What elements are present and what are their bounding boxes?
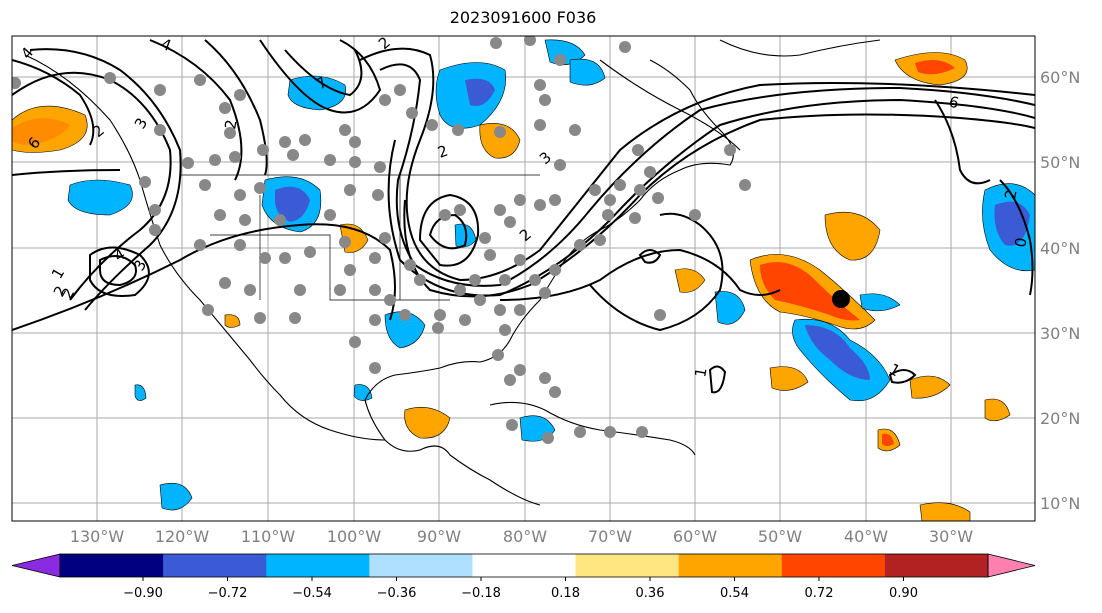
latitude-labels: 60°N 50°N 40°N 30°N 20°N 10°N (1040, 68, 1080, 513)
colorbar-tick-label: −0.90 (123, 586, 163, 601)
colorbar-tick-labels: −0.90 −0.72 −0.54 −0.36 −0.18 0.18 0.36 0.54 0.7… (123, 577, 918, 601)
latitude-label: 50°N (1040, 153, 1080, 172)
longitude-label: 50°W (758, 527, 802, 546)
longitude-label: 120°W (155, 527, 210, 546)
longitude-label: 100°W (327, 527, 382, 546)
longitude-label: 60°W (673, 527, 717, 546)
latitude-label: 10°N (1040, 494, 1080, 513)
colorbar (11, 553, 1036, 578)
latitude-label: 60°N (1040, 68, 1080, 87)
svg-text:1: 1 (691, 366, 710, 379)
colorbar-tick-label: 0.18 (551, 586, 580, 601)
colorbar-tick-label: 0.54 (720, 586, 749, 601)
colorbar-tick-label: 0.72 (805, 586, 834, 601)
map-frame (11, 35, 1036, 522)
svg-text:2: 2 (221, 118, 240, 131)
coastlines (24, 39, 881, 506)
svg-text:2: 2 (1001, 188, 1020, 201)
storm-center-dot (832, 290, 850, 308)
station-dots (12, 36, 751, 444)
anomaly-shading (12, 39, 1035, 521)
graticule (12, 36, 1035, 521)
colorbar-tick-label: 0.90 (889, 586, 918, 601)
longitude-label: 30°W (929, 527, 973, 546)
plot-title: 2023091600 F036 (449, 8, 597, 27)
longitude-label: 80°W (503, 527, 547, 546)
latitude-label: 30°N (1040, 324, 1080, 343)
colorbar-tick-label: −0.72 (208, 586, 248, 601)
latitude-label: 20°N (1040, 409, 1080, 428)
longitude-label: 130°W (70, 527, 125, 546)
svg-text:6: 6 (947, 92, 961, 112)
colorbar-tick-label: −0.36 (377, 586, 417, 601)
longitude-label: 40°W (844, 527, 888, 546)
latitude-label: 40°N (1040, 239, 1080, 258)
colorbar-tick-label: −0.18 (461, 586, 501, 601)
longitude-label: 70°W (588, 527, 632, 546)
colorbar-tick-label: −0.54 (292, 586, 332, 601)
svg-text:0: 0 (1011, 236, 1030, 249)
longitude-labels: 130°W 120°W 110°W 100°W 90°W 80°W 70°W 60°W 50°W… (70, 527, 973, 546)
colorbar-tick-label: 0.36 (636, 586, 665, 601)
longitude-label: 90°W (417, 527, 461, 546)
longitude-label: 110°W (241, 527, 296, 546)
